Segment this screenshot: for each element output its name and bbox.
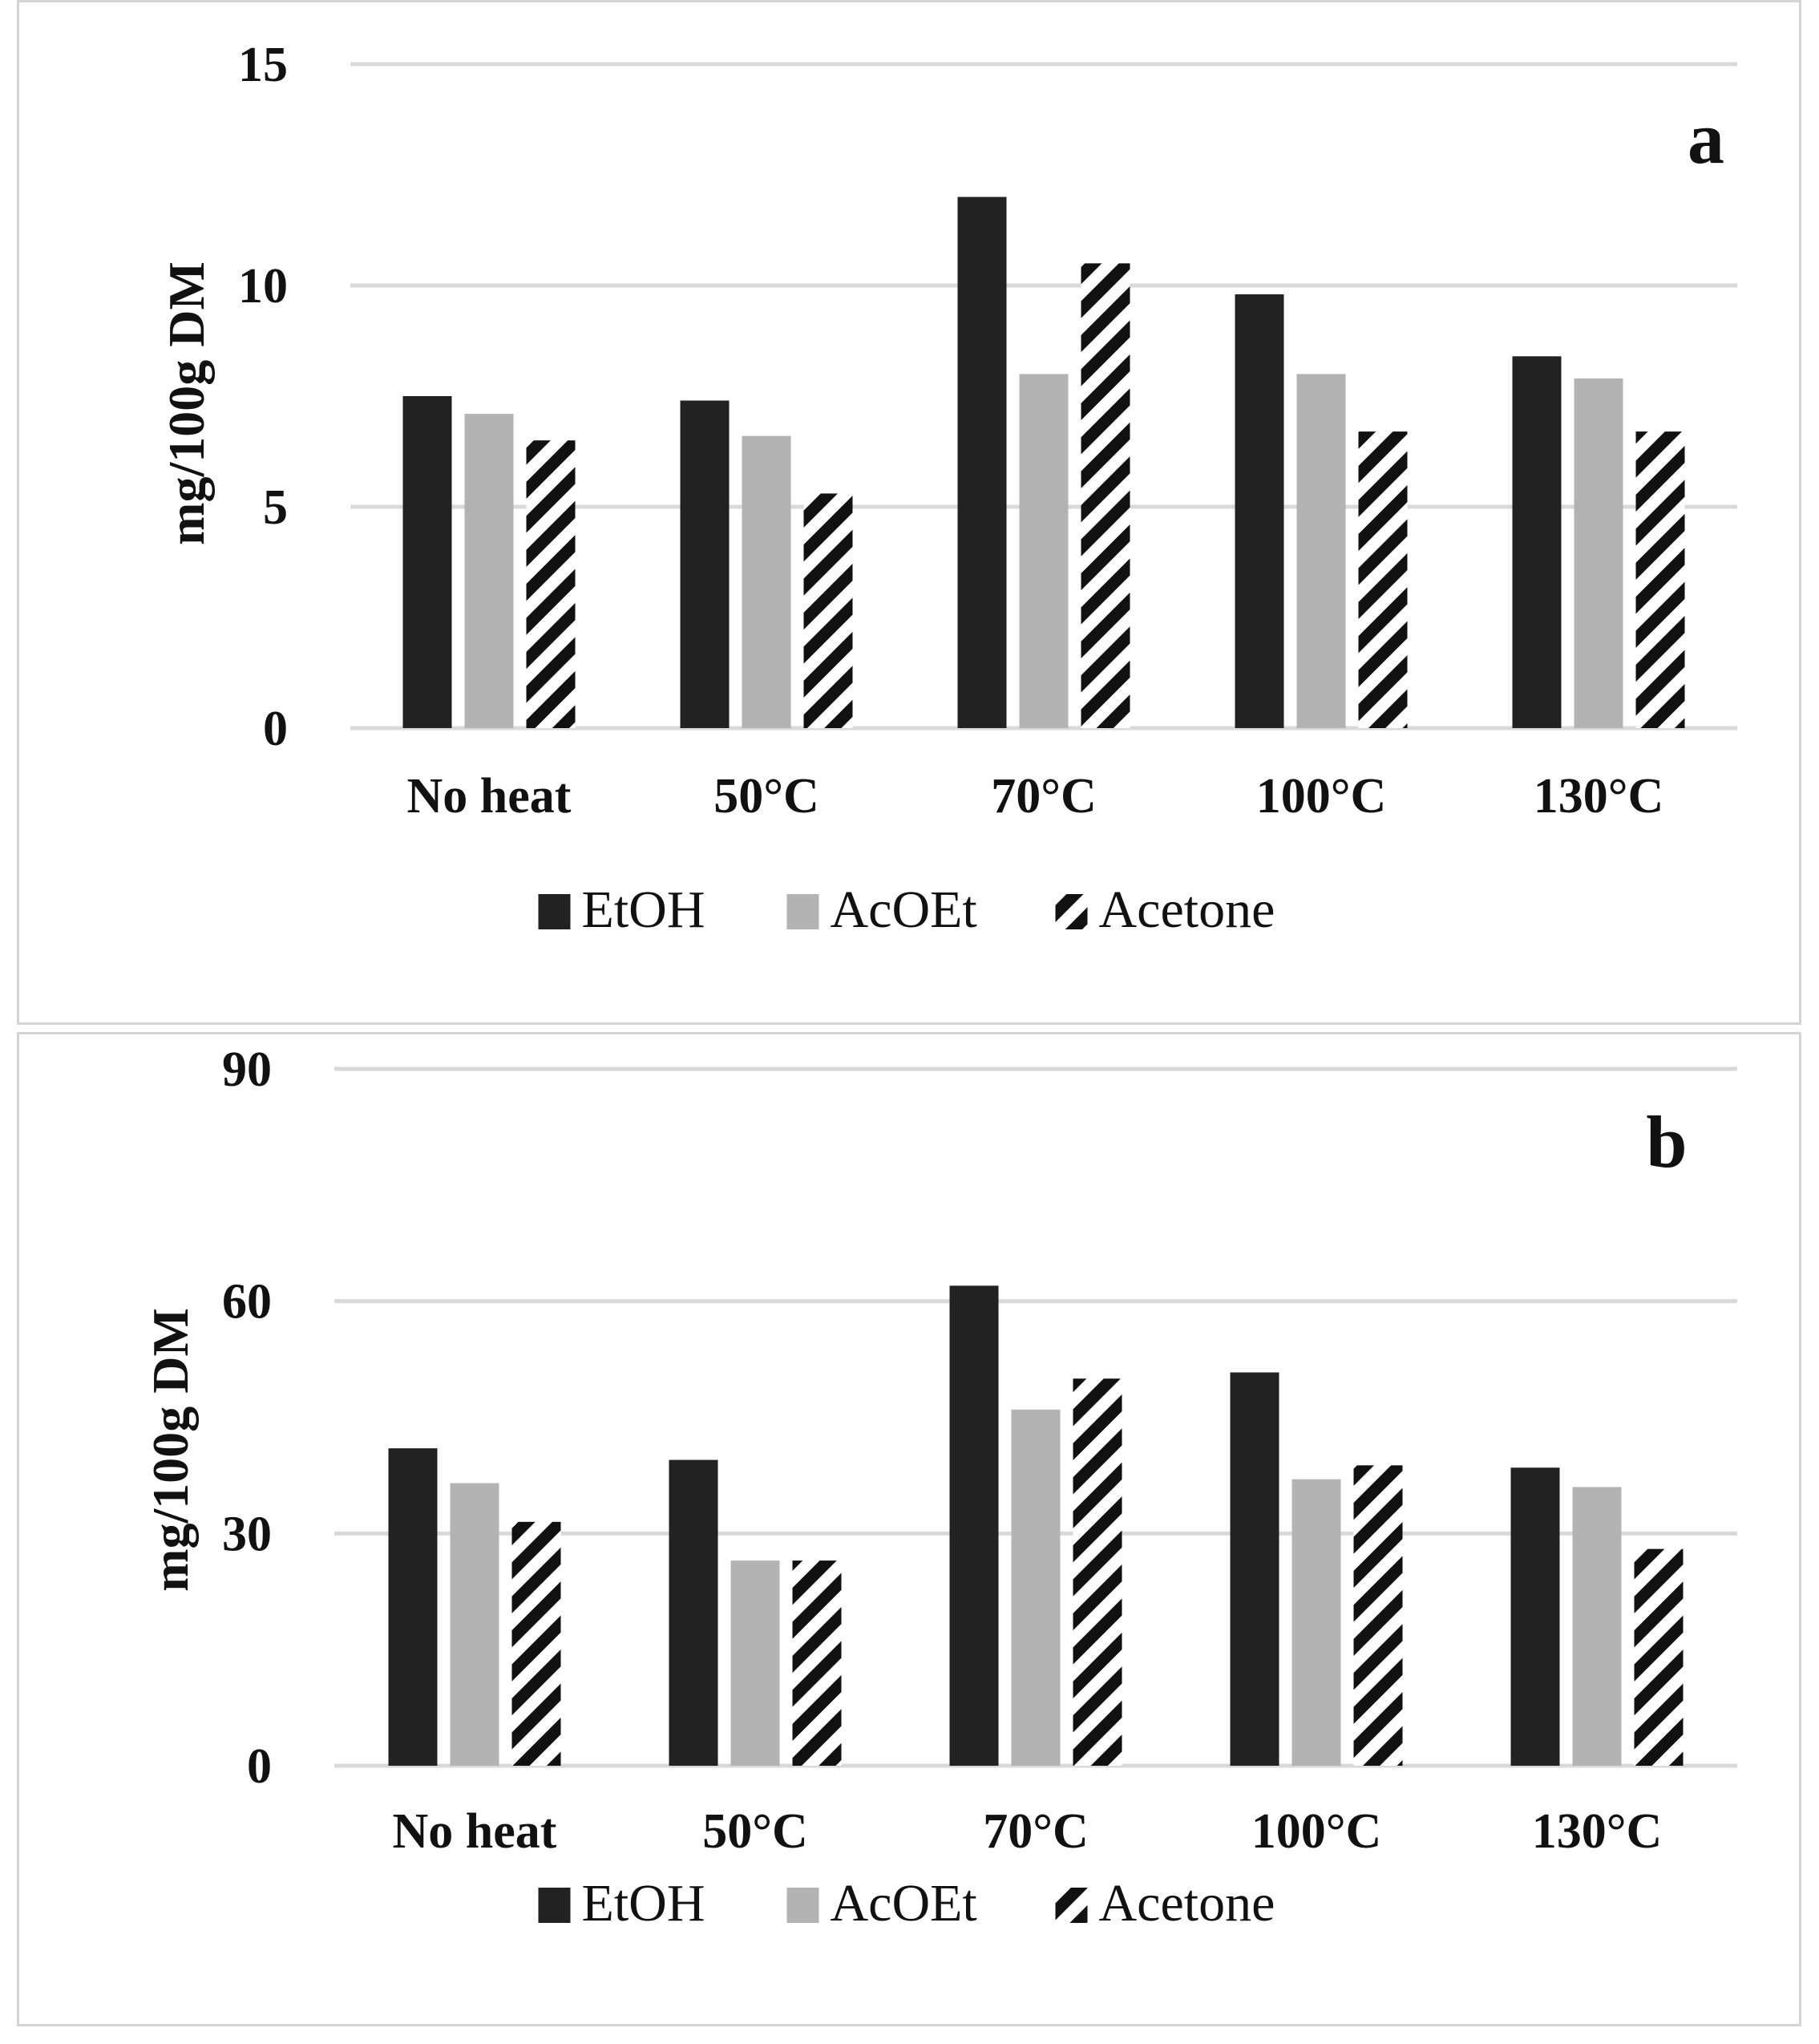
y-tick-label: 15 (238, 38, 288, 92)
legend-item-acetone: Acetone (1055, 1874, 1275, 1933)
bar-etoh-no-heat (388, 1448, 438, 1766)
x-category-label: 130°C (1534, 769, 1664, 824)
y-axis-label: mg/100g DM (142, 1308, 199, 1592)
legend-item-etoh: EtOH (538, 880, 705, 939)
legend-label: EtOH (582, 1874, 705, 1933)
bar-acoet-no-heat (450, 1483, 499, 1766)
y-axis-label: mg/100g DM (158, 261, 215, 545)
bar-etoh-100c (1230, 1372, 1279, 1766)
chart-a-svg: 0 5 10 15 mg/100g DM a No heat 50°C 70°C 100°C 130… (158, 38, 1737, 939)
chart-panel-b: 0 30 60 90 mg/100g DM b No heat 50°C 70°C 100°C 13… (17, 1032, 1801, 2026)
y-tick-label: 10 (238, 259, 288, 314)
legend-label: Acetone (1099, 1874, 1275, 1933)
legend-item-acoet: AcOEt (786, 880, 977, 939)
bar-etoh-130c (1510, 1467, 1560, 1766)
x-category-label: 100°C (1251, 1804, 1382, 1859)
bar-acoet-no-heat (464, 414, 514, 728)
bar-etoh-100c (1235, 294, 1284, 728)
legend-swatch-acoet (786, 894, 819, 929)
bar-etoh-50c (680, 400, 730, 728)
bar-acoet-100c (1296, 374, 1346, 728)
chart-b-svg: 0 30 60 90 mg/100g DM b No heat 50°C 70°C 100°C 13… (142, 1042, 1737, 1933)
x-category-label: 70°C (991, 769, 1097, 824)
x-category-label: 50°C (713, 769, 819, 824)
bar-etoh-70c (949, 1285, 999, 1766)
y-tick-label: 60 (222, 1275, 272, 1330)
y-tick-label: 30 (222, 1507, 272, 1561)
bar-acetone-100c (1358, 431, 1408, 728)
bar-acetone-130c (1635, 431, 1685, 728)
legend-swatch-etoh (538, 894, 571, 929)
x-category-label: No heat (407, 769, 572, 824)
bar-acetone-no-heat (511, 1521, 561, 1766)
bar-acetone-50c (803, 493, 853, 728)
bar-etoh-no-heat (402, 396, 452, 728)
bar-acoet-100c (1291, 1479, 1341, 1766)
bar-acetone-70c (1081, 263, 1130, 728)
bar-etoh-50c (669, 1459, 718, 1766)
bar-acetone-100c (1353, 1465, 1403, 1766)
chart-panel-a: 0 5 10 15 mg/100g DM a No heat 50°C 70°C 100°C 130… (17, 0, 1801, 1025)
x-category-label: 70°C (983, 1804, 1089, 1859)
bar-acoet-130c (1574, 378, 1623, 728)
bar-acetone-70c (1073, 1378, 1122, 1766)
legend-item-etoh: EtOH (538, 1874, 705, 1933)
x-category-label: 100°C (1256, 769, 1387, 824)
y-tick-label: 0 (247, 1739, 272, 1794)
legend-swatch-acetone (1055, 894, 1088, 929)
x-category-label: 130°C (1532, 1804, 1663, 1859)
bar-acoet-50c (730, 1560, 780, 1766)
legend-label: EtOH (582, 880, 705, 939)
y-tick-label: 5 (263, 480, 288, 535)
x-category-label: 50°C (702, 1804, 808, 1859)
bar-acetone-no-heat (526, 440, 576, 728)
y-tick-label: 0 (263, 702, 288, 756)
bar-acetone-50c (792, 1560, 842, 1766)
x-category-label: No heat (393, 1804, 557, 1859)
bar-acoet-70c (1019, 374, 1069, 728)
panel-label: b (1646, 1101, 1687, 1183)
bar-acoet-70c (1011, 1409, 1061, 1766)
legend-swatch-etoh (538, 1888, 571, 1923)
legend-swatch-acetone (1055, 1888, 1088, 1923)
bar-acetone-130c (1634, 1548, 1684, 1766)
legend-label: AcOEt (831, 880, 977, 939)
panel-label: a (1688, 97, 1724, 179)
bar-acoet-50c (742, 435, 791, 728)
bar-etoh-130c (1512, 356, 1562, 728)
legend-swatch-acoet (786, 1888, 819, 1923)
bar-acoet-130c (1572, 1487, 1622, 1766)
legend-label: AcOEt (831, 1874, 977, 1933)
y-tick-label: 90 (222, 1042, 272, 1097)
bar-etoh-70c (957, 196, 1007, 729)
legend-item-acetone: Acetone (1055, 880, 1275, 939)
legend-item-acoet: AcOEt (786, 1874, 977, 1933)
legend-label: Acetone (1099, 880, 1275, 939)
